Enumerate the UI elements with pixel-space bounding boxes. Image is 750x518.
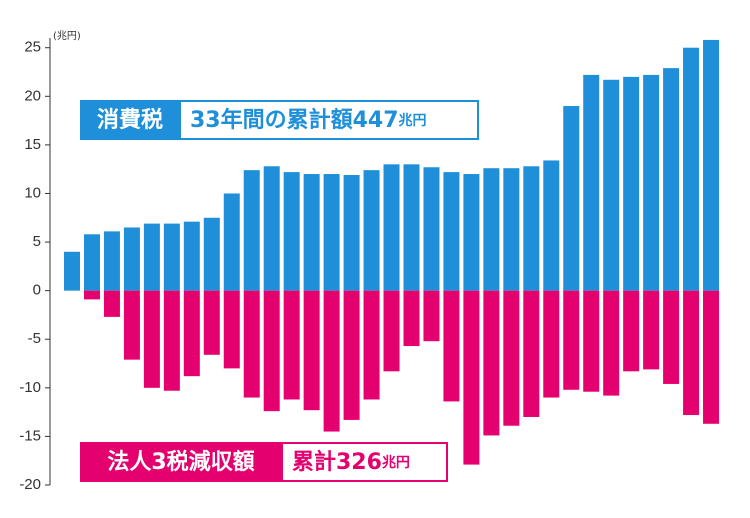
bar — [523, 166, 540, 291]
bar — [643, 290, 660, 370]
bar — [703, 39, 720, 291]
bar — [223, 290, 240, 369]
legend-swatch — [80, 442, 282, 482]
y-tick-label: 25 — [24, 39, 41, 56]
bar — [543, 160, 560, 291]
y-tick-label: 20 — [24, 87, 41, 104]
bar — [323, 174, 340, 291]
bar — [303, 174, 320, 291]
annotation-unit: 兆円 — [399, 113, 427, 129]
bar — [383, 164, 400, 291]
bar — [64, 251, 80, 291]
bar — [523, 290, 540, 417]
y-tick-label: 15 — [24, 136, 41, 153]
bar — [123, 227, 140, 291]
annotation: 33年間の累計額447兆円 — [190, 107, 427, 133]
bar — [603, 290, 620, 396]
bar — [263, 290, 280, 412]
legend-label: 法人3税減収額 — [107, 449, 254, 475]
bar — [483, 168, 500, 291]
bar — [443, 290, 460, 402]
bar — [163, 223, 180, 291]
bar — [83, 234, 100, 291]
bar — [543, 290, 560, 398]
bar — [343, 290, 360, 420]
bar — [463, 290, 480, 465]
unit-label: (兆円) — [53, 30, 81, 42]
bar — [323, 290, 340, 432]
y-tick-label: 5 — [33, 233, 41, 250]
y-tick-label: -5 — [28, 330, 41, 347]
annotation-box — [179, 100, 479, 140]
bar — [343, 175, 360, 291]
y-tick-label: -15 — [19, 427, 41, 444]
bar — [123, 290, 140, 360]
bar — [363, 170, 380, 291]
bar — [243, 170, 260, 291]
bar — [403, 164, 420, 291]
bar — [483, 290, 500, 436]
annotation: 累計326兆円 — [292, 449, 410, 475]
bar — [403, 290, 420, 347]
bar — [563, 106, 580, 291]
bar — [303, 290, 320, 411]
y-tick-label: 0 — [33, 282, 41, 299]
bar — [143, 290, 160, 388]
bar — [583, 74, 600, 291]
bar — [163, 290, 180, 391]
legend-swatch — [80, 100, 180, 140]
bar — [663, 68, 680, 291]
bar — [183, 290, 200, 377]
bar — [423, 290, 440, 342]
bar — [103, 231, 120, 291]
annotation-label: 累計326 — [292, 449, 382, 475]
bar — [223, 193, 240, 291]
bar — [663, 290, 680, 384]
bar — [283, 172, 300, 291]
bar — [423, 167, 440, 291]
bar — [643, 74, 660, 291]
bar — [563, 290, 580, 390]
bar — [283, 290, 300, 400]
y-tick-label: -10 — [19, 379, 41, 396]
bar — [203, 217, 220, 291]
y-tick-label: -20 — [19, 476, 41, 493]
bar — [263, 166, 280, 291]
annotation-box — [281, 442, 448, 482]
annotation-label: 33年間の累計額447 — [190, 107, 399, 133]
bar — [683, 47, 700, 291]
bar — [463, 174, 480, 291]
legend-label: 消費税 — [97, 107, 163, 133]
bar — [703, 290, 720, 424]
bar — [143, 223, 160, 291]
bar — [503, 290, 520, 426]
y-tick-label: 10 — [24, 184, 41, 201]
bar — [443, 172, 460, 291]
bar — [623, 76, 640, 291]
bar — [503, 168, 520, 291]
bar — [623, 290, 640, 372]
plot-area: 25 20 15 10 5 0 -5 -10 -15 -20 — [19, 38, 720, 493]
bar — [183, 221, 200, 291]
bar — [203, 290, 220, 355]
bar — [383, 290, 400, 372]
bar — [603, 79, 620, 291]
bar — [683, 290, 700, 416]
bar — [583, 290, 600, 392]
bar — [83, 290, 100, 300]
bar — [103, 290, 120, 317]
bar — [363, 290, 380, 400]
bar — [243, 290, 260, 398]
annotation-unit: 兆円 — [382, 455, 410, 471]
